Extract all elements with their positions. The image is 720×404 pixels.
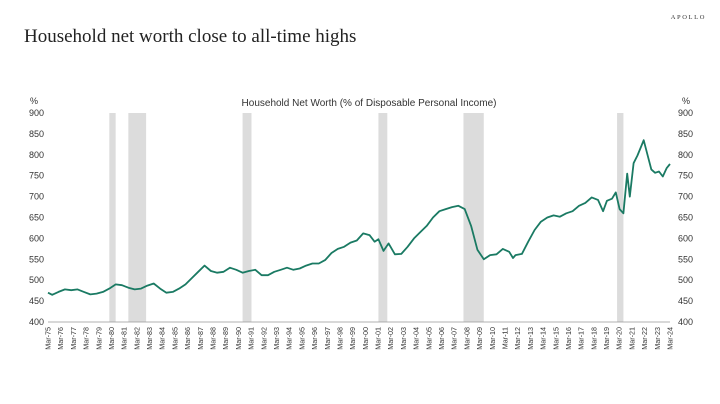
series-line: [47, 139, 671, 296]
left-unit-label: %: [30, 96, 38, 106]
y-tick-label-right: 750: [678, 171, 693, 181]
x-tick-label: Mar-98: [335, 327, 344, 350]
recession-band: [128, 113, 147, 322]
recession-band: [378, 113, 388, 322]
chart-title: Household Net Worth (% of Disposable Per…: [242, 98, 497, 109]
x-tick-label: Mar-99: [348, 327, 357, 350]
y-tick-label-right: 500: [678, 275, 693, 285]
y-tick-label-left: 900: [29, 108, 44, 118]
x-tick-label: Mar-21: [627, 327, 636, 350]
x-tick-label: Mar-78: [82, 327, 91, 350]
x-tick-label: Mar-85: [170, 327, 179, 350]
recession-band: [617, 113, 624, 322]
x-tick-label: Mar-19: [602, 327, 611, 350]
y-tick-label-right: 550: [678, 254, 693, 264]
x-tick-label: Mar-24: [666, 327, 675, 350]
y-tick-label-left: 400: [29, 317, 44, 327]
x-tick-label: Mar-81: [120, 327, 129, 350]
y-tick-label-left: 550: [29, 254, 44, 264]
x-tick-label: Mar-84: [158, 327, 167, 350]
y-tick-label-left: 500: [29, 275, 44, 285]
x-tick-label: Mar-77: [69, 327, 78, 350]
y-tick-label-right: 650: [678, 213, 693, 223]
right-unit-label: %: [682, 96, 690, 106]
x-tick-label: Mar-17: [577, 327, 586, 350]
x-tick-label: Mar-12: [513, 327, 522, 350]
y-tick-label-right: 600: [678, 233, 693, 243]
x-tick-label: Mar-22: [640, 327, 649, 350]
y-tick-label-left: 650: [29, 213, 44, 223]
x-tick-label: Mar-03: [399, 327, 408, 350]
x-tick-label: Mar-11: [500, 327, 509, 349]
y-tick-label-right: 700: [678, 192, 693, 202]
x-tick-label: Mar-20: [615, 327, 624, 350]
recession-bands: [109, 113, 624, 322]
x-tick-label: Mar-92: [259, 327, 268, 350]
x-tick-label: Mar-97: [323, 327, 332, 350]
x-tick-label: Mar-80: [107, 327, 116, 350]
x-tick-label: Mar-02: [386, 327, 395, 350]
x-tick-label: Mar-82: [132, 327, 141, 350]
x-tick-label: Mar-10: [488, 327, 497, 350]
x-tick-label: Mar-96: [310, 327, 319, 350]
x-tick-label: Mar-93: [272, 327, 281, 350]
x-tick-label: Mar-95: [297, 327, 306, 350]
y-tick-label-left: 850: [29, 129, 44, 139]
x-tick-label: Mar-01: [374, 327, 383, 350]
recession-band: [463, 113, 484, 322]
x-tick-label: Mar-14: [539, 327, 548, 350]
x-tick-label: Mar-18: [589, 327, 598, 350]
x-tick-label: Mar-88: [209, 327, 218, 350]
x-tick-label: Mar-08: [462, 327, 471, 350]
x-tick-label: Mar-90: [234, 327, 243, 350]
y-tick-label-right: 400: [678, 317, 693, 327]
x-tick-label: Mar-16: [564, 327, 573, 350]
right-y-axis: 400 450 500 550 600 650 700 750 800 850 900: [678, 108, 693, 327]
x-tick-label: Mar-04: [412, 327, 421, 350]
x-tick-label: Mar-76: [56, 327, 65, 350]
x-tick-label: Mar-83: [145, 327, 154, 350]
x-tick-label: Mar-15: [551, 327, 560, 350]
recession-band: [109, 113, 116, 322]
x-tick-label: Mar-09: [475, 327, 484, 350]
recession-band: [242, 113, 252, 322]
x-axis: Mar-75 Mar-76 Mar-77 Mar-78 Mar-79 Mar-80 Mar-…: [44, 321, 675, 350]
x-tick-label: Mar-94: [285, 327, 294, 350]
y-tick-label-right: 450: [678, 296, 693, 306]
x-tick-label: Mar-79: [94, 327, 103, 350]
page-title: Household net worth close to all-time hi…: [24, 26, 357, 47]
x-tick-label: Mar-87: [196, 327, 205, 350]
x-tick-label: Mar-06: [437, 327, 446, 350]
x-tick-label: Mar-89: [221, 327, 230, 350]
x-tick-label: Mar-91: [247, 327, 256, 350]
x-tick-label: Mar-00: [361, 327, 370, 350]
left-y-axis: 400 450 500 550 600 650 700 750 800 850 900: [29, 108, 44, 327]
x-tick-label: Mar-13: [526, 327, 535, 350]
y-tick-label-right: 800: [678, 150, 693, 160]
y-tick-label-right: 900: [678, 108, 693, 118]
x-tick-label: Mar-86: [183, 327, 192, 350]
y-tick-label-left: 800: [29, 150, 44, 160]
y-tick-label-left: 600: [29, 233, 44, 243]
x-tick-label: Mar-05: [424, 327, 433, 350]
y-tick-label-left: 450: [29, 296, 44, 306]
x-tick-label: Mar-07: [450, 327, 459, 350]
x-tick-label: Mar-75: [44, 327, 53, 350]
brand-logo: APOLLO: [670, 14, 706, 21]
y-tick-label-left: 750: [29, 171, 44, 181]
y-tick-label-left: 700: [29, 192, 44, 202]
x-tick-label: Mar-23: [653, 327, 662, 350]
y-tick-label-right: 850: [678, 129, 693, 139]
